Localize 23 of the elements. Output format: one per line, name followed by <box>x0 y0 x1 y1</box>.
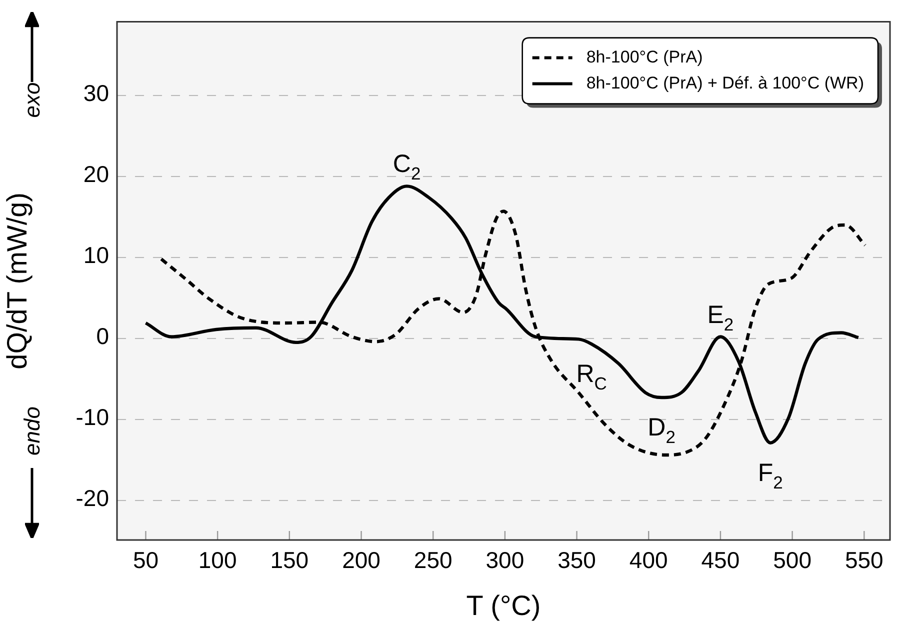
legend-label: 8h-100°C (PrA) + Déf. à 100°C (WR) <box>586 73 864 92</box>
y-tick-label: -10 <box>76 404 109 430</box>
y-axis-title: dQ/dT (mW/g) <box>2 192 33 370</box>
x-tick-label: 450 <box>701 547 740 574</box>
x-tick-label: 250 <box>414 547 452 574</box>
y-tick-label: 30 <box>83 80 109 106</box>
y-tick-label: 0 <box>96 322 109 349</box>
text: exo <box>19 82 46 118</box>
x-tick-label: 100 <box>198 547 237 574</box>
x-tick-label: 200 <box>342 547 380 574</box>
y-tick-label: 10 <box>83 242 109 268</box>
x-tick-label: 550 <box>844 547 884 574</box>
x-tick-label: 50 <box>132 547 159 574</box>
y-tick-label: -20 <box>76 484 109 511</box>
x-axis-title: T (°C) <box>466 590 541 621</box>
text: endo <box>18 406 45 456</box>
x-tick-label: 300 <box>486 547 524 574</box>
y-tick-label: 20 <box>83 160 109 187</box>
x-tick-label: 500 <box>773 547 812 574</box>
x-tick-label: 350 <box>558 547 596 574</box>
x-tick-label: 150 <box>270 547 309 574</box>
x-tick-label: 400 <box>629 547 668 574</box>
legend-label: 8h-100°C (PrA) <box>586 47 703 66</box>
